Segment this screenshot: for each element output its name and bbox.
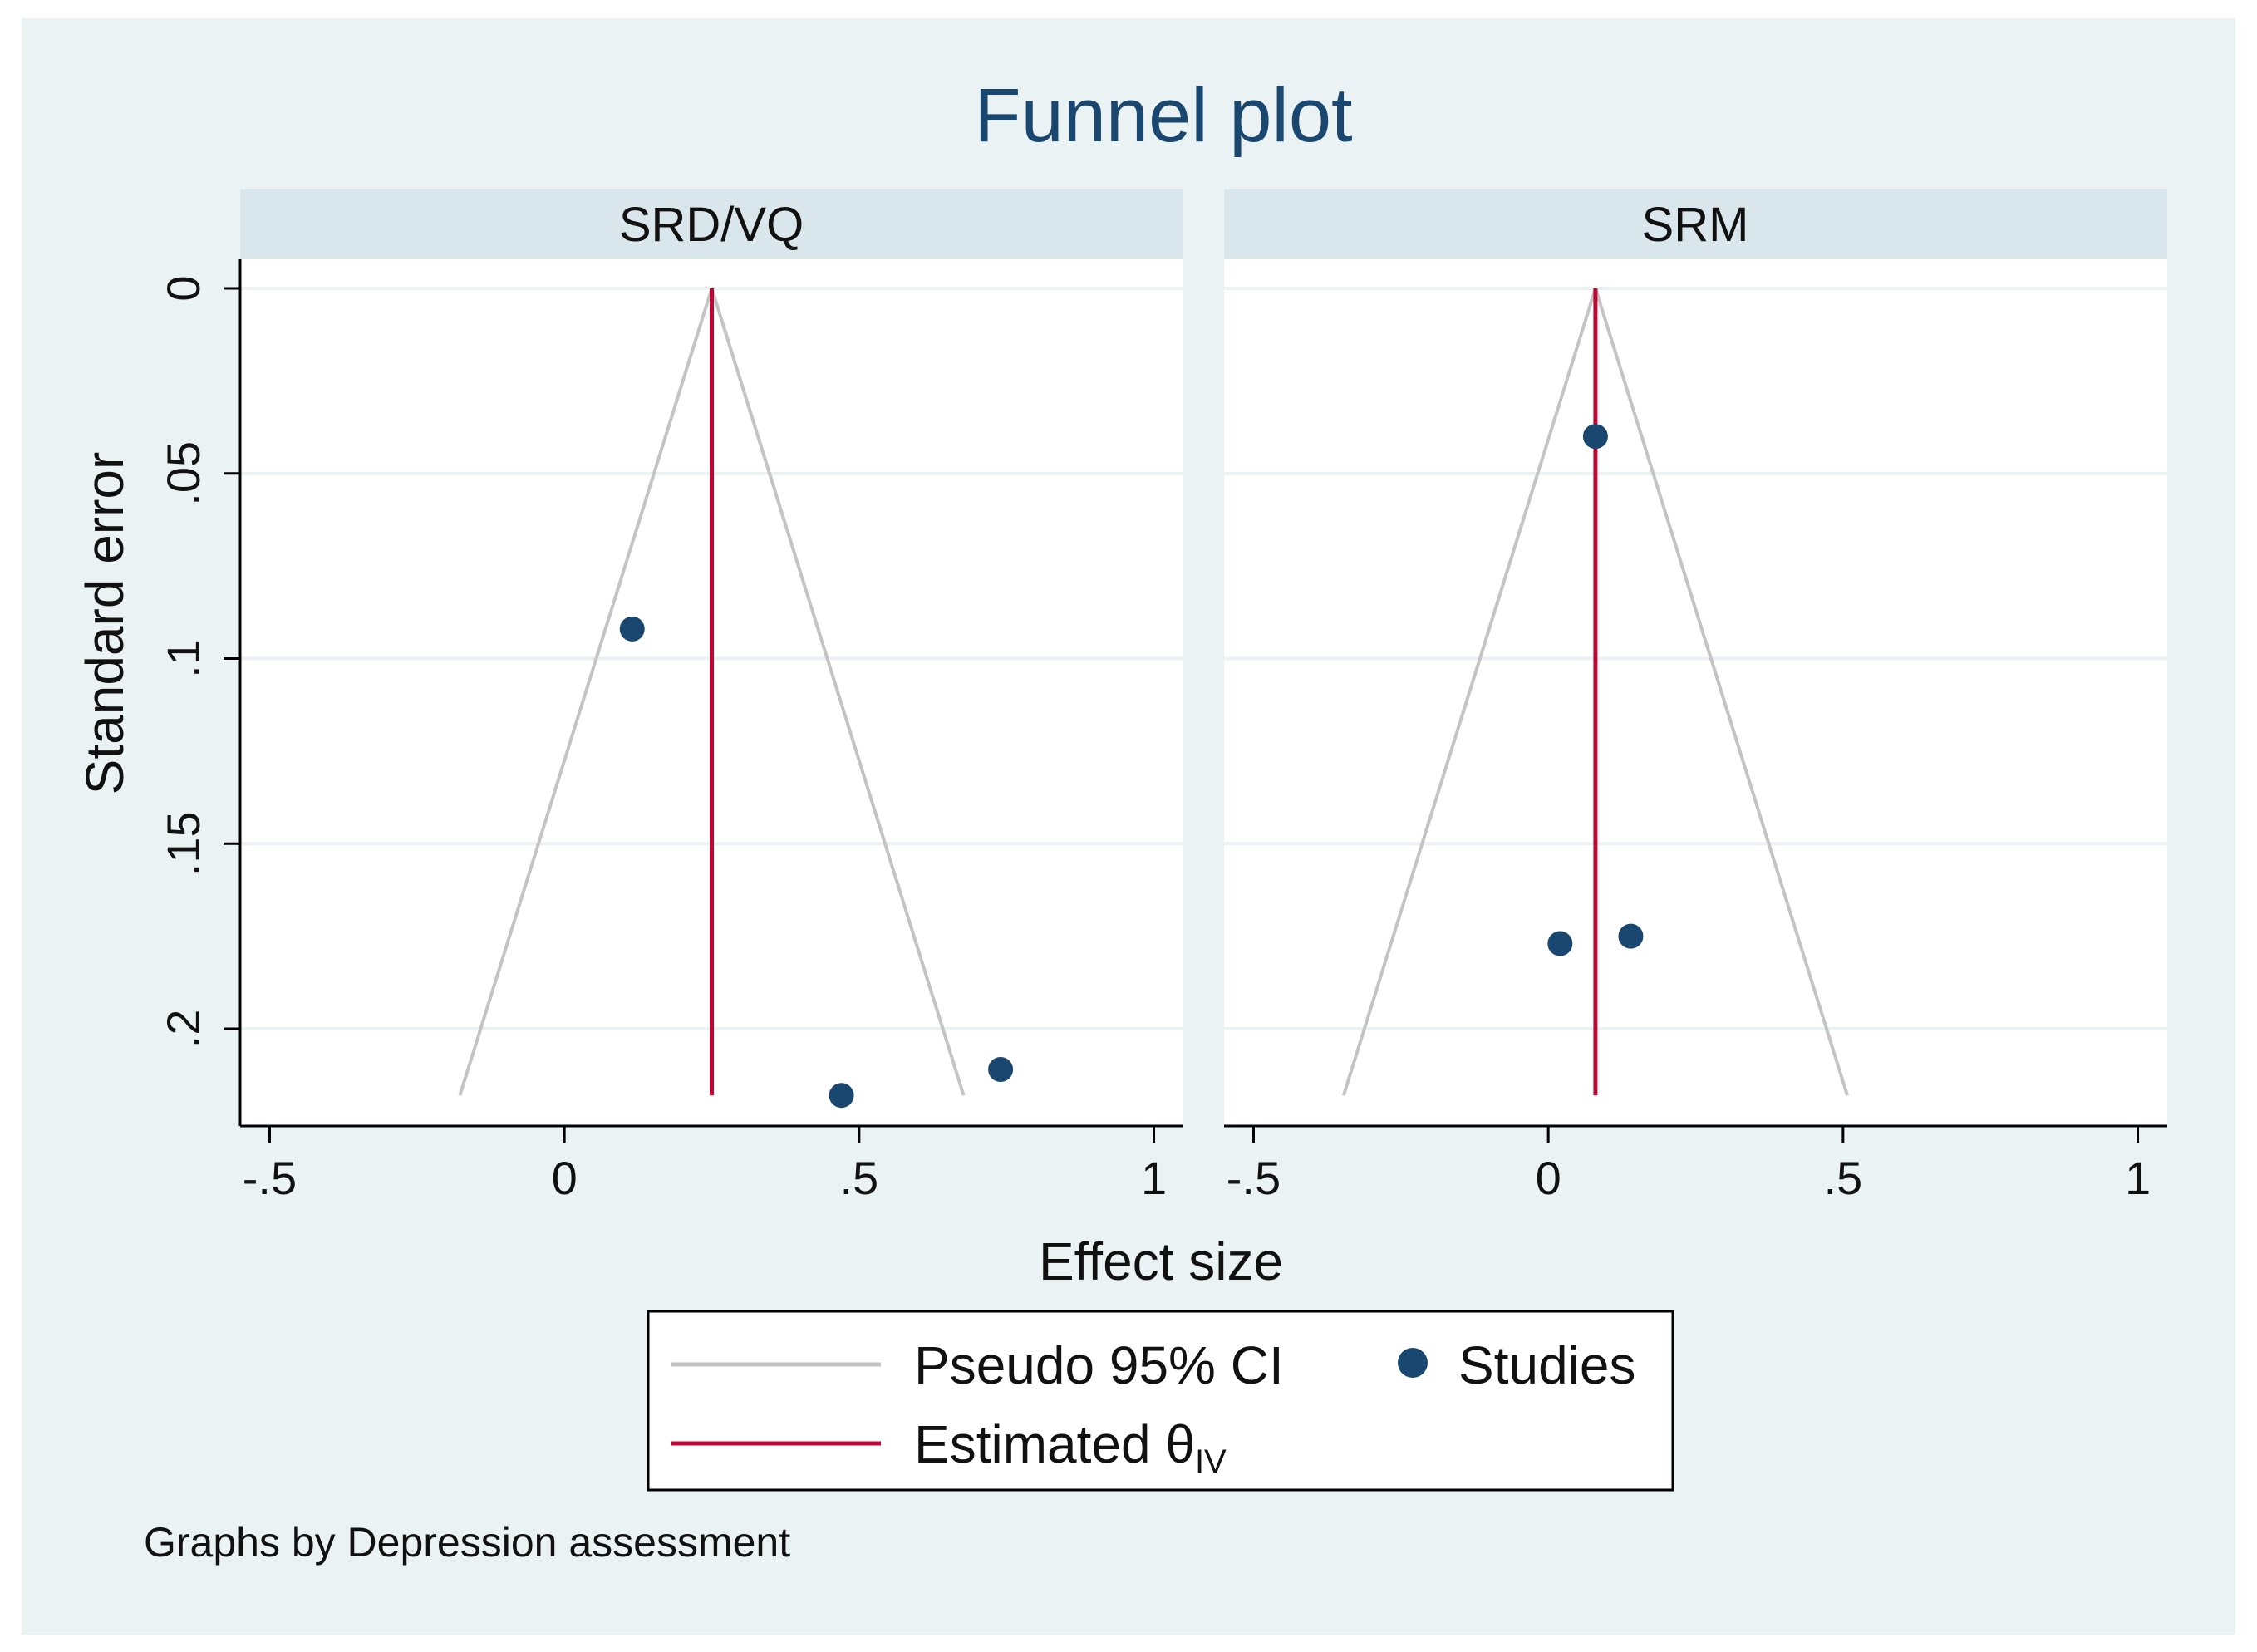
legend-estimate-text: Estimated θ bbox=[914, 1414, 1195, 1474]
x-tick-label-2-1: 0 bbox=[1536, 1152, 1561, 1204]
x-ticks-2: -.5 0 .5 1 bbox=[1227, 1126, 2151, 1204]
legend-box bbox=[647, 1310, 1674, 1492]
legend: Pseudo 95% CI Studies Estimated θIV bbox=[647, 1310, 1674, 1492]
x-tick-label-1-3: 1 bbox=[1141, 1152, 1167, 1204]
x-tick-label-2-2: .5 bbox=[1823, 1152, 1862, 1204]
ci-line-left-2 bbox=[1341, 288, 1597, 1096]
ci-line-right-2 bbox=[1593, 288, 1849, 1096]
x-tick-label-1-1: 0 bbox=[552, 1152, 578, 1204]
chart-title: Funnel plot bbox=[974, 73, 1352, 158]
legend-studies-marker bbox=[1398, 1348, 1428, 1378]
y-tick-label-1: .05 bbox=[157, 441, 209, 506]
panel-strip-1 bbox=[240, 189, 1183, 259]
x-tick-label-1-0: -.5 bbox=[243, 1152, 297, 1204]
y-ticks: 0 .05 .1 .15 .2 bbox=[157, 275, 240, 1048]
x-tick-label-1-2: .5 bbox=[839, 1152, 878, 1204]
y-tick-label-3: .15 bbox=[157, 811, 209, 876]
x-ticks-1: -.5 0 .5 1 bbox=[243, 1126, 1167, 1204]
caption: Graphs by Depression assessment bbox=[144, 1519, 790, 1566]
study-point-2-1 bbox=[1547, 931, 1573, 956]
marks-2 bbox=[1341, 288, 1849, 1096]
y-axis-label: Standard error bbox=[75, 452, 135, 795]
marks-1 bbox=[458, 288, 1014, 1109]
study-point-1-1 bbox=[829, 1083, 854, 1109]
study-point-2-0 bbox=[1582, 424, 1608, 450]
study-point-1-0 bbox=[619, 616, 645, 642]
ci-line-right-1 bbox=[710, 288, 966, 1096]
study-point-1-2 bbox=[988, 1057, 1014, 1083]
panel-label-1: SRD/VQ bbox=[619, 198, 804, 252]
legend-studies-label: Studies bbox=[1458, 1335, 1635, 1395]
ci-line-left-1 bbox=[458, 288, 714, 1096]
y-tick-label-4: .2 bbox=[157, 1010, 209, 1049]
grid-2 bbox=[1224, 287, 2167, 1030]
x-tick-label-2-0: -.5 bbox=[1227, 1152, 1281, 1204]
study-point-2-2 bbox=[1618, 923, 1644, 949]
x-tick-label-2-3: 1 bbox=[2125, 1152, 2151, 1204]
y-tick-label-2: .1 bbox=[157, 639, 209, 678]
legend-ci-label: Pseudo 95% CI bbox=[914, 1335, 1284, 1395]
x-axis-label: Effect size bbox=[1039, 1232, 1283, 1291]
legend-estimate-subscript: IV bbox=[1195, 1443, 1227, 1480]
plot-area-2 bbox=[1224, 259, 2167, 1126]
panel-strip-2 bbox=[1224, 189, 2167, 259]
y-tick-label-0: 0 bbox=[157, 275, 209, 301]
panel-label-2: SRM bbox=[1642, 198, 1749, 252]
legend-estimate-label: Estimated θIV bbox=[914, 1414, 1227, 1480]
